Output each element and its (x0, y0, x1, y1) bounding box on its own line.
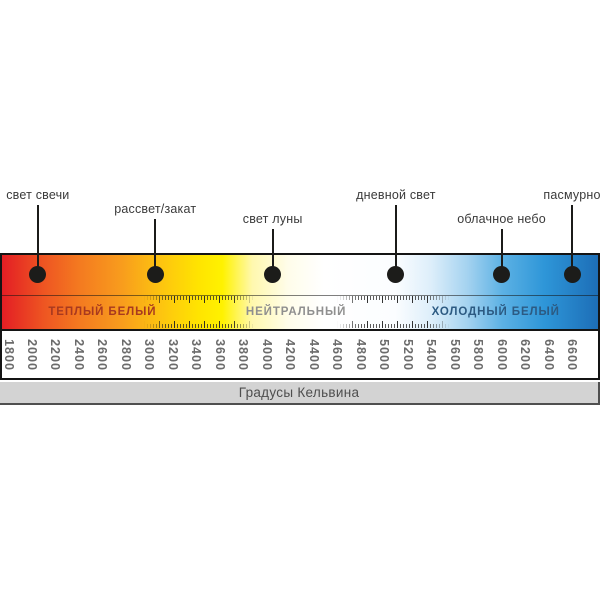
color-temperature-gradient-bar: ТЕПЛЫЙ БЕЛЫЙ НЕЙТРАЛЬНЫЙ ХОЛОДНЫЙ БЕЛЫЙ (2, 255, 598, 331)
marker-leader-line (500, 229, 503, 274)
marker-label: пасмурно (543, 188, 600, 202)
marker-dot (563, 265, 581, 283)
marker-leader-line (271, 229, 274, 274)
transition-ruler-ticks (337, 296, 450, 303)
marker-leader-line (154, 219, 157, 274)
kelvin-scale-row: 1800 2000 2200 2400 2600 2800 3000 3200 3400 3600… (2, 331, 598, 378)
unit-label: Градусы Кельвина (238, 385, 360, 400)
marker-label: свет свечи (6, 188, 70, 202)
marker-label: рассвет/закат (114, 202, 197, 216)
marker-label: свет луны (242, 212, 303, 226)
marker-leader-line (36, 205, 39, 274)
marker-dot (29, 265, 47, 283)
marker-label: облачное небо (457, 212, 546, 226)
marker-leader-line (394, 205, 397, 274)
gradient-dots-row (2, 255, 598, 296)
zone-label: ТЕПЛЫЙ БЕЛЫЙ (48, 306, 157, 318)
unit-bar: Градусы Кельвина (0, 382, 600, 405)
zone-label: НЕЙТРАЛЬНЫЙ (245, 306, 347, 318)
marker-label: дневной свет (356, 188, 436, 202)
marker-leader-line (571, 205, 574, 274)
marker-dot (387, 265, 405, 283)
marker-dot (493, 265, 511, 283)
marker-dot (264, 265, 282, 283)
transition-ruler-ticks (143, 321, 256, 328)
marker-dot (146, 265, 164, 283)
transition-ruler-ticks (143, 296, 256, 303)
zone-label: ХОЛОДНЫЙ БЕЛЫЙ (431, 306, 560, 318)
transition-ruler-ticks (337, 321, 450, 328)
zone-label-band: ТЕПЛЫЙ БЕЛЫЙ НЕЙТРАЛЬНЫЙ ХОЛОДНЫЙ БЕЛЫЙ (2, 296, 598, 328)
